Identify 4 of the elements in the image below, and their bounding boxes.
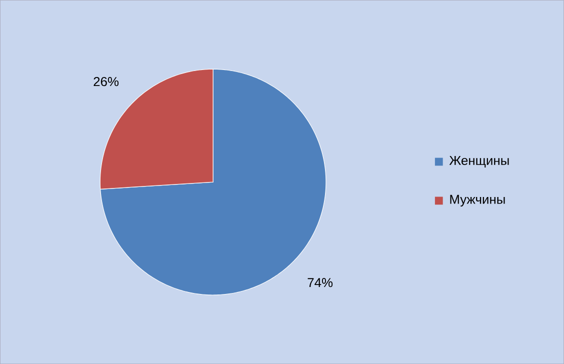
legend-label: Мужчины <box>450 194 505 206</box>
data-label: 26% <box>94 76 119 86</box>
data-label: 74% <box>308 278 333 288</box>
legend-label: Женщины <box>449 156 509 168</box>
